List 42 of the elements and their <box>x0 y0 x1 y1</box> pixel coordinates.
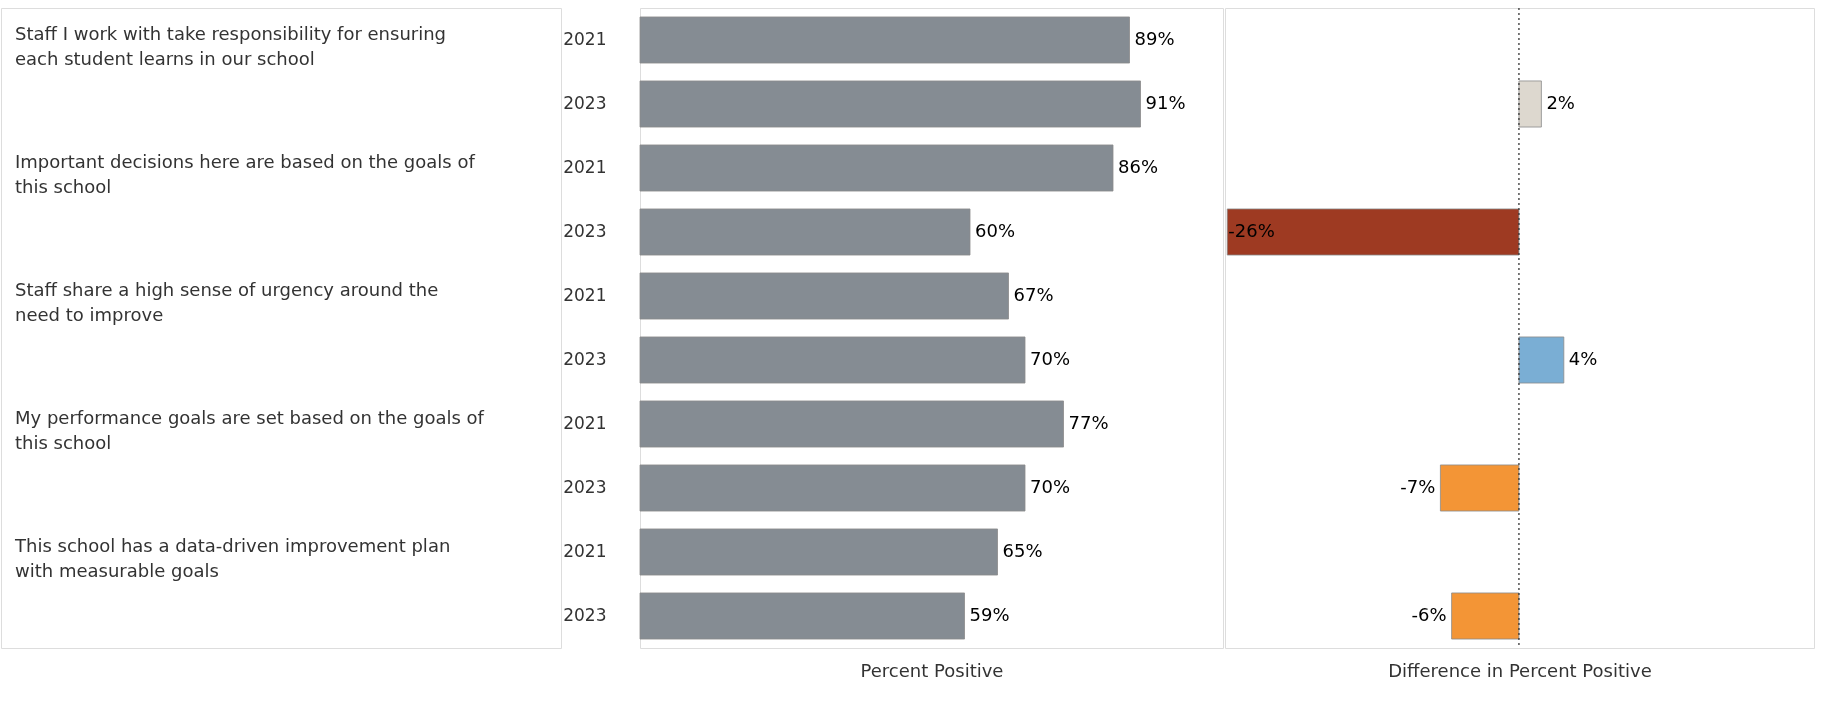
y-tick-label: 2021 <box>563 29 607 49</box>
bar <box>639 336 1026 384</box>
bar <box>639 592 965 640</box>
y-tick-label: 2023 <box>563 477 607 497</box>
data-label: 4% <box>1568 348 1598 369</box>
data-label: 60% <box>975 220 1016 241</box>
data-label: 89% <box>1134 28 1175 49</box>
data-label: 67% <box>1013 284 1054 305</box>
data-label: 65% <box>1002 540 1043 561</box>
data-label: 86% <box>1118 156 1159 177</box>
bar <box>639 16 1130 64</box>
data-label: -26% <box>1228 220 1275 241</box>
data-label: 77% <box>1068 412 1109 433</box>
bar <box>639 144 1114 192</box>
bar <box>639 208 971 256</box>
x-axis-title: Percent Positive <box>860 659 1004 681</box>
bar <box>639 272 1009 320</box>
y-tick-label: 2023 <box>563 349 607 369</box>
data-label: -6% <box>1411 604 1447 625</box>
y-tick-label: 2021 <box>563 541 607 561</box>
text: Important decisions here are based on the goals of this school <box>15 151 476 197</box>
text: Staff share a high sense of urgency around the need to improve <box>15 279 439 325</box>
data-label: 91% <box>1145 92 1186 113</box>
y-tick-label: 2023 <box>563 221 607 241</box>
bar <box>639 464 1026 512</box>
data-label: 2% <box>1546 92 1575 113</box>
bar <box>639 400 1064 448</box>
data-label: 70% <box>1030 348 1071 369</box>
y-tick-label: 2021 <box>563 413 607 433</box>
data-label: 59% <box>969 604 1010 625</box>
y-tick-label: 2021 <box>563 157 607 177</box>
text: Staff I work with take responsibility for ensuring each student learns in our school <box>15 23 447 69</box>
text: This school has a data-driven improvement plan with measurable goals <box>14 535 451 581</box>
y-tick-label: 2021 <box>563 285 607 305</box>
bar <box>639 528 998 576</box>
y-tick-label: 2023 <box>563 605 607 625</box>
data-label: 70% <box>1030 476 1071 497</box>
y-tick-label: 2023 <box>563 93 607 113</box>
text: My performance goals are set based on the goals of this school <box>15 407 485 453</box>
bar <box>639 80 1141 128</box>
data-label: -7% <box>1400 476 1436 497</box>
x-axis-title: Difference in Percent Positive <box>1388 659 1652 681</box>
